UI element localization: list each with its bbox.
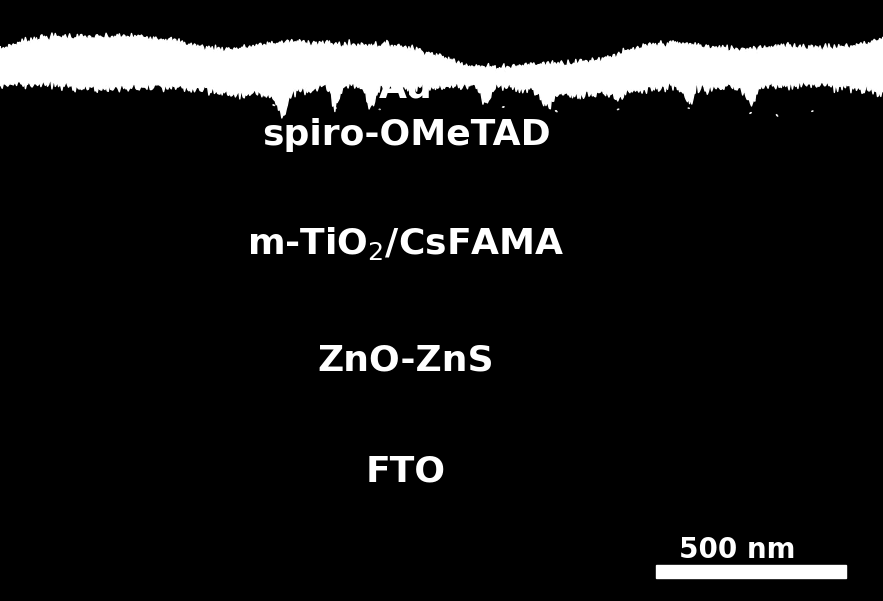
Ellipse shape — [555, 111, 557, 112]
Text: m-TiO$_2$/CsFAMA: m-TiO$_2$/CsFAMA — [247, 225, 565, 262]
Ellipse shape — [750, 112, 751, 114]
Bar — [656, 565, 846, 578]
Text: spiro-OMeTAD: spiro-OMeTAD — [262, 118, 550, 152]
Ellipse shape — [273, 105, 275, 106]
Ellipse shape — [776, 115, 778, 116]
Text: Au: Au — [380, 70, 433, 104]
Text: ZnO-ZnS: ZnO-ZnS — [318, 344, 494, 377]
Text: FTO: FTO — [366, 455, 446, 489]
Text: 500 nm: 500 nm — [679, 535, 796, 564]
